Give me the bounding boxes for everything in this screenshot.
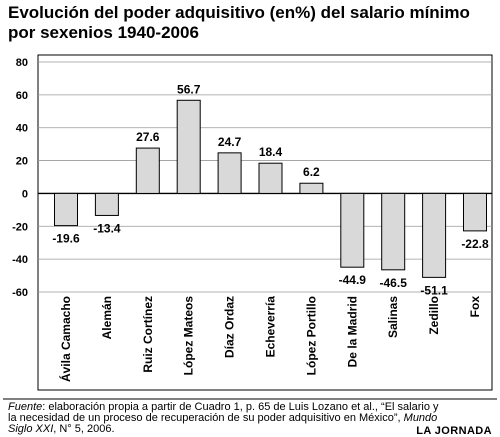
y-tick-label: -60 (12, 287, 28, 299)
category-label: López Portillo (304, 296, 318, 375)
bar (258, 162, 283, 194)
bar (54, 192, 78, 227)
data-label: -13.4 (93, 221, 121, 235)
bar (381, 192, 406, 271)
data-label: 18.4 (259, 145, 283, 159)
bar (135, 147, 160, 194)
y-tick-label: -40 (12, 254, 28, 266)
publication-name: Mundo Siglo XXI (8, 412, 438, 435)
data-label: 24.7 (218, 135, 242, 149)
data-label: -44.9 (339, 273, 367, 287)
plot-frame (37, 54, 493, 391)
y-tick-label: 20 (16, 156, 28, 168)
bar (422, 192, 447, 278)
data-label: -19.6 (52, 232, 80, 246)
y-tick-label: 60 (16, 90, 28, 102)
bars-layer (54, 99, 487, 278)
bar (463, 192, 487, 232)
data-label: -46.5 (380, 276, 408, 290)
category-label: Ávila Camacho (58, 296, 73, 382)
y-tick-label: 40 (16, 123, 28, 135)
bar (94, 192, 119, 216)
data-label: -51.1 (420, 283, 448, 297)
category-label: De la Madrid (345, 296, 359, 367)
source-note: Fuente: elaboración propia a partir de C… (8, 402, 448, 435)
category-label: Díaz Ordaz (223, 296, 237, 358)
bar (217, 152, 242, 194)
data-label: 6.2 (303, 165, 320, 179)
y-tick-label: -20 (12, 221, 28, 233)
y-tick-label: 0 (22, 188, 28, 200)
labels-layer: -60 -40 -20 0 20 40 60 80 -19.6 Ávila Camacho -13.… (12, 57, 489, 382)
data-label: -22.8 (461, 237, 489, 251)
source-text: : elaboración propia a partir de Cuadro … (8, 401, 439, 424)
chart-title: Evolución del poder adquisitivo (en%) de… (8, 3, 470, 42)
bar (299, 182, 324, 194)
y-tick-label: 80 (16, 57, 28, 69)
category-label: Fox (468, 296, 482, 318)
source-label: Fuente (8, 401, 43, 413)
category-label: López Mateos (182, 296, 196, 376)
category-label: Echeverría (264, 296, 278, 358)
category-label: Zedillo (427, 296, 441, 335)
publication-details: , N° 5, 2006. (53, 423, 115, 435)
brand-logo-text: LA JORNADA (416, 425, 492, 437)
data-label: 27.6 (136, 130, 160, 144)
bar (176, 99, 201, 194)
category-label: Alemán (100, 296, 114, 339)
data-label: 56.7 (177, 82, 201, 96)
category-label: Salinas (386, 296, 400, 338)
category-label: Ruiz Cortínez (141, 296, 155, 373)
bar (340, 192, 365, 268)
